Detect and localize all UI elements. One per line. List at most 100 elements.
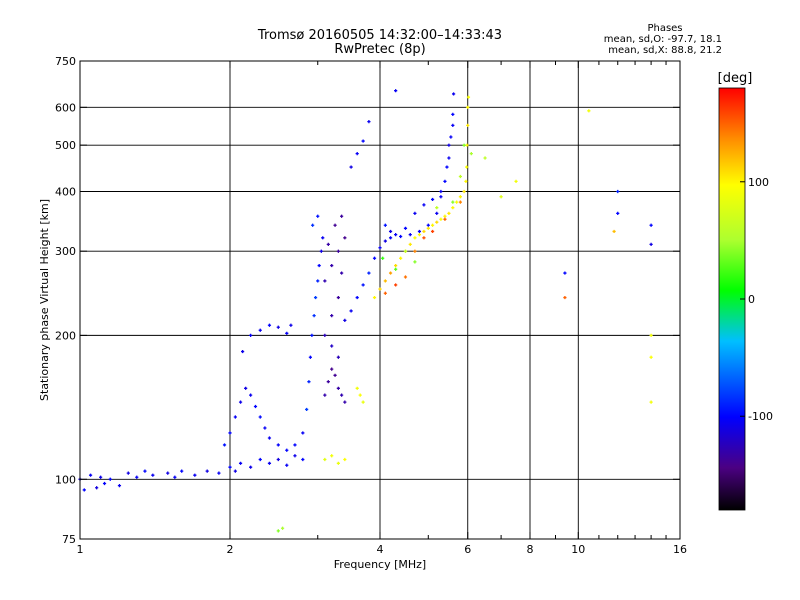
data-point [258,457,262,462]
data-point [285,331,289,335]
x-tick-label: 1 [77,543,84,556]
colorbar-label: [deg] [718,71,753,86]
data-point [108,477,112,481]
data-point [563,295,567,300]
data-point [563,271,567,275]
data-point [316,214,320,218]
data-point [383,223,387,227]
chart-subtitle: RwPretec (8p) [334,42,425,57]
data-point [293,443,297,447]
data-point [301,457,305,462]
data-point [126,471,130,475]
data-point [403,226,408,230]
x-tick-label: 4 [377,543,384,556]
data-point [649,223,653,227]
data-point [417,229,422,234]
data-point [313,295,318,300]
data-point [408,242,412,247]
colorbar-tick-label: 0 [748,293,755,306]
data-point [466,105,470,109]
data-point [372,295,377,300]
x-tick-label: 6 [464,543,471,556]
data-point [143,469,147,473]
data-point [276,529,280,533]
data-point [249,465,253,469]
data-point [451,112,455,116]
y-tick-label: 500 [55,139,76,152]
data-point [435,211,439,215]
data-point [462,143,466,147]
data-point [394,89,398,93]
data-point [413,249,417,253]
data-point [343,236,347,240]
data-point [267,436,272,440]
data-point [378,246,382,250]
data-point [355,386,359,390]
data-point [361,400,365,404]
data-point [323,279,327,283]
data-point [310,333,314,337]
data-point [301,431,305,435]
data-point [333,373,337,377]
data-point [336,249,340,253]
data-point [276,457,280,462]
data-point [222,443,227,447]
colorbar-tick-label: -100 [748,410,773,423]
data-point [422,229,426,234]
data-point [514,179,518,183]
data-point [649,333,653,337]
y-tick-label: 200 [55,329,76,342]
x-tick-label: 8 [527,543,534,556]
data-point [340,271,344,275]
data-point [233,415,237,419]
data-point [340,214,344,218]
data-point [388,229,393,234]
x-axis-label: Frequency [MHz] [334,558,426,571]
data-point [439,217,443,221]
data-point [343,457,347,462]
data-point [445,165,449,169]
data-point [649,355,653,359]
data-point [280,526,285,530]
data-point [326,242,330,247]
data-point [241,349,245,354]
data-point [383,239,387,243]
data-point [616,211,620,215]
data-point [358,393,362,397]
data-point [326,380,330,384]
data-point [649,400,653,404]
data-point [336,461,340,465]
data-point [439,195,443,199]
data-point [394,267,398,271]
data-point [343,400,347,404]
data-point [173,475,177,479]
data-point [394,263,398,268]
data-point [349,309,353,313]
data-point [336,386,340,390]
data-point [349,165,353,169]
data-point [465,165,469,169]
data-point [308,355,313,359]
data-point [422,203,426,207]
data-point [330,454,334,458]
data-point [276,325,280,329]
data-point [381,256,385,260]
data-point [323,457,327,462]
phases-heading: Phases [647,23,682,34]
data-point [82,488,86,492]
data-point [238,400,243,404]
data-point [388,236,393,240]
data-point [649,242,653,247]
data-point [451,92,456,96]
data-point [249,393,253,397]
x-tick-label: 10 [571,543,585,556]
data-point [249,333,253,337]
data-point [372,256,377,260]
data-point [422,236,426,240]
data-point [228,465,232,469]
data-point [135,475,139,479]
data-point [289,323,293,327]
data-point [455,200,459,204]
data-point [321,236,325,240]
